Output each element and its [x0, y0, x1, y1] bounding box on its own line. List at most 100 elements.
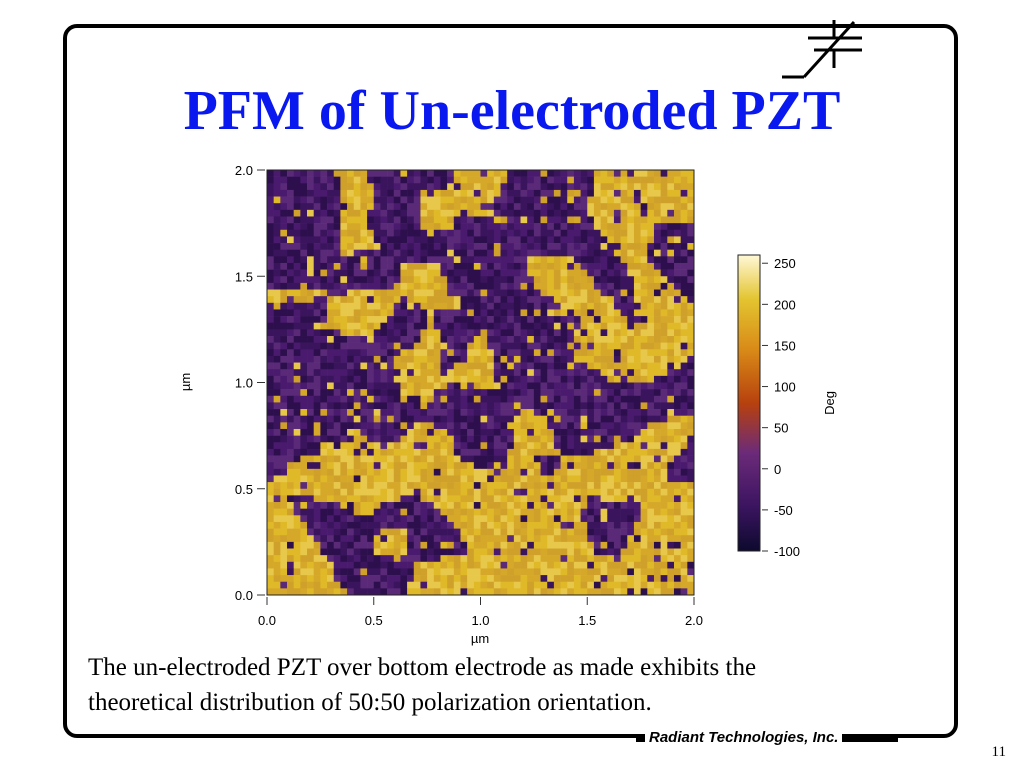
heatmap-cell — [627, 355, 635, 363]
heatmap-cell — [440, 216, 448, 224]
heatmap-cell — [667, 448, 675, 456]
heatmap-cell — [553, 309, 561, 317]
heatmap-cell — [360, 309, 368, 317]
heatmap-cell — [567, 209, 575, 217]
heatmap-cell — [400, 289, 408, 297]
heatmap-cell — [380, 369, 388, 377]
heatmap-cell — [460, 322, 468, 330]
heatmap-cell — [500, 568, 508, 576]
heatmap-cell — [473, 329, 481, 337]
heatmap-cell — [493, 488, 501, 496]
heatmap-cell — [600, 488, 608, 496]
heatmap-cell — [347, 269, 355, 277]
heatmap-cell — [613, 442, 621, 450]
heatmap-cell — [433, 548, 441, 556]
heatmap-cell — [333, 256, 341, 264]
heatmap-cell — [527, 276, 535, 284]
heatmap-cell — [540, 256, 548, 264]
heatmap-cell — [507, 322, 515, 330]
heatmap-cell — [327, 521, 335, 529]
heatmap-cell — [460, 588, 468, 596]
heatmap-cell — [387, 455, 395, 463]
heatmap-cell — [533, 223, 541, 231]
heatmap-cell — [587, 369, 595, 377]
heatmap-cell — [320, 442, 328, 450]
heatmap-cell — [553, 475, 561, 483]
heatmap-cell — [300, 189, 308, 197]
heatmap-cell — [420, 495, 428, 503]
heatmap-cell — [467, 216, 475, 224]
heatmap-cell — [573, 455, 581, 463]
heatmap-cell — [360, 236, 368, 244]
heatmap-cell — [407, 588, 415, 596]
heatmap-cell — [653, 236, 661, 244]
heatmap-cell — [520, 189, 528, 197]
heatmap-cell — [387, 389, 395, 397]
heatmap-cell — [487, 515, 495, 523]
heatmap-cell — [447, 243, 455, 250]
heatmap-cell — [373, 249, 381, 257]
heatmap-cell — [393, 555, 401, 563]
heatmap-cell — [420, 389, 428, 397]
heatmap-cell — [327, 475, 335, 483]
heatmap-cell — [427, 276, 435, 284]
colorbar — [737, 254, 761, 552]
heatmap-cell — [627, 435, 635, 443]
heatmap-cell — [513, 402, 521, 410]
heatmap-cell — [640, 309, 648, 317]
heatmap-cell — [393, 475, 401, 483]
heatmap-cell — [373, 508, 381, 516]
heatmap-cell — [567, 568, 575, 576]
heatmap-cell — [287, 196, 294, 204]
heatmap-cell — [620, 170, 628, 177]
heatmap-cell — [553, 256, 561, 264]
heatmap-cell — [313, 375, 321, 383]
heatmap-cell — [307, 209, 314, 217]
heatmap-cell — [340, 402, 348, 410]
heatmap-cell — [513, 409, 521, 416]
heatmap-cell — [520, 296, 528, 304]
heatmap-cell — [507, 302, 515, 310]
heatmap-cell — [607, 349, 615, 357]
heatmap-cell — [473, 223, 481, 231]
heatmap-cell — [353, 229, 361, 237]
heatmap-cell — [353, 189, 361, 197]
heatmap-cell — [613, 528, 621, 536]
heatmap-cell — [560, 322, 568, 330]
heatmap-cell — [647, 302, 655, 310]
heatmap-cell — [673, 548, 681, 556]
heatmap-cell — [673, 269, 681, 277]
heatmap-cell — [667, 256, 675, 264]
heatmap-cell — [413, 502, 421, 509]
heatmap-cell — [373, 183, 381, 191]
heatmap-cell — [547, 362, 555, 370]
heatmap-cell — [307, 495, 314, 503]
heatmap-cell — [633, 209, 641, 217]
heatmap-cell — [460, 329, 468, 337]
heatmap-cell — [407, 455, 415, 463]
heatmap-cell — [667, 422, 675, 430]
heatmap-cell — [613, 521, 621, 529]
heatmap-cell — [300, 355, 308, 363]
heatmap-cell — [467, 428, 475, 436]
heatmap-cell — [493, 342, 501, 350]
heatmap-cell — [293, 355, 301, 363]
heatmap-cell — [587, 581, 595, 589]
heatmap-cell — [467, 170, 475, 177]
heatmap-cell — [680, 568, 688, 576]
heatmap-cell — [640, 296, 648, 304]
heatmap-cell — [500, 170, 508, 177]
heatmap-cell — [393, 289, 401, 297]
heatmap-cell — [607, 249, 615, 257]
heatmap-cell — [560, 342, 568, 350]
heatmap-cell — [327, 462, 335, 470]
heatmap-cell — [533, 269, 541, 277]
heatmap-cell — [633, 302, 641, 310]
heatmap-cell — [680, 355, 688, 363]
heatmap-cell — [347, 482, 355, 490]
heatmap-cell — [673, 422, 681, 430]
heatmap-cell — [360, 468, 368, 476]
heatmap-cell — [327, 495, 335, 503]
heatmap-cell — [393, 482, 401, 490]
heatmap-cell — [327, 502, 335, 509]
